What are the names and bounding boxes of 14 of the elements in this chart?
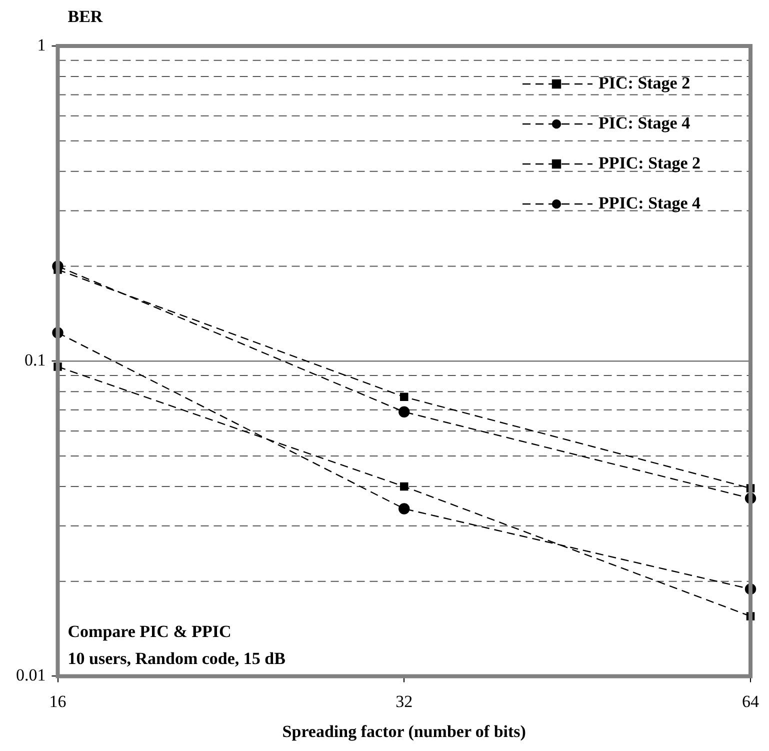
y-tick-label: 1 (37, 35, 46, 54)
x-tick-label: 16 (49, 692, 66, 711)
annotation: 10 users, Random code, 15 dB (68, 649, 286, 668)
legend-label: PPIC: Stage 4 (598, 193, 701, 212)
legend-label: PIC: Stage 4 (598, 113, 691, 132)
legend-label: PPIC: Stage 2 (598, 153, 700, 172)
y-tick-label: 0.1 (24, 350, 46, 370)
y-axis-title: BER (68, 6, 104, 26)
y-tick-label: 0.01 (16, 666, 46, 685)
x-tick-label: 32 (396, 692, 413, 711)
annotation: Compare PIC & PPIC (68, 622, 232, 642)
x-axis-title: Spreading factor (number of bits) (282, 722, 526, 742)
x-tick-label: 64 (742, 692, 760, 711)
legend-label: PIC: Stage 2 (598, 73, 690, 92)
